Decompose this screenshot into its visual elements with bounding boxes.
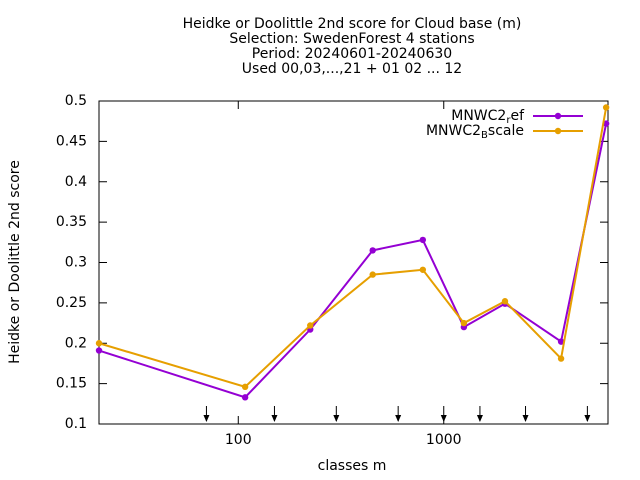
point <box>241 394 249 401</box>
y-tick-label: 0.5 <box>65 93 87 109</box>
legend-label: MNWC2ref <box>451 108 525 126</box>
chart-title: Selection: SwedenForest 4 stations <box>229 31 474 47</box>
x-axis-label: classes m <box>318 458 387 474</box>
chart-title: Used 00,03,...,21 + 01 02 ... 12 <box>242 61 462 77</box>
point <box>307 322 314 329</box>
y-tick-label: 0.35 <box>56 214 87 230</box>
x-tick-label: 100 <box>225 432 252 448</box>
point <box>602 104 610 111</box>
arrow-head <box>476 415 483 422</box>
point <box>95 347 103 354</box>
point <box>501 298 509 305</box>
point <box>369 247 376 254</box>
point <box>557 355 565 362</box>
arrow-head <box>395 415 402 422</box>
point <box>419 236 427 244</box>
y-tick-label: 0.25 <box>56 295 87 311</box>
chart-title: Heidke or Doolittle 2nd score for Cloud … <box>183 16 522 32</box>
y-tick-label: 0.15 <box>56 376 87 392</box>
y-tick-label: 0.4 <box>65 174 87 190</box>
arrow-head <box>440 415 447 422</box>
arrow-head <box>203 415 210 422</box>
x-tick-label: 1000 <box>426 432 462 448</box>
y-axis-label: Heidke or Doolittle 2nd score <box>7 160 23 364</box>
legend-label: MNWC2Bscale <box>426 123 524 141</box>
arrow-head <box>271 415 278 422</box>
legend-marker <box>554 112 562 120</box>
chart-title: Period: 20240601-20240630 <box>252 46 452 62</box>
y-tick-label: 0.2 <box>65 335 87 351</box>
y-tick-label: 0.3 <box>65 255 87 271</box>
legend-marker <box>554 127 562 135</box>
y-tick-label: 0.45 <box>56 133 87 149</box>
arrow-head <box>522 415 529 422</box>
point <box>241 383 249 391</box>
point <box>95 340 103 347</box>
series-line <box>98 107 608 388</box>
point <box>369 271 376 278</box>
point <box>557 338 565 345</box>
arrow-head <box>333 415 340 422</box>
arrow-head <box>584 415 591 422</box>
series-line <box>98 123 608 399</box>
point <box>419 266 427 273</box>
point <box>460 319 468 327</box>
y-tick-label: 0.1 <box>65 416 87 432</box>
plot-border <box>98 100 609 425</box>
